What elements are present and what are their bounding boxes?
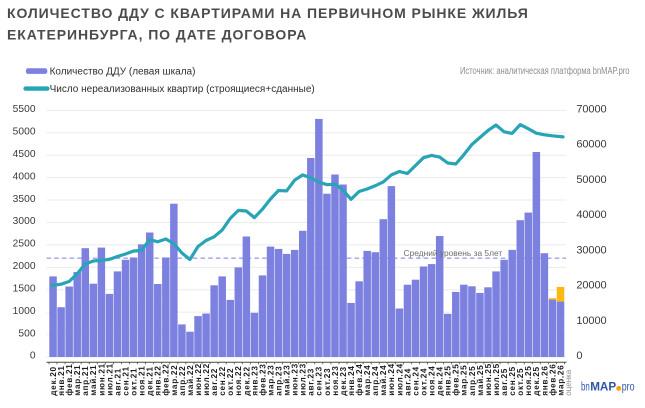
svg-text:дек.20: дек.20 — [49, 366, 58, 395]
svg-text:май.24: май.24 — [379, 365, 388, 396]
svg-text:70000: 70000 — [576, 103, 606, 115]
svg-text:1500: 1500 — [13, 283, 36, 294]
svg-text:2500: 2500 — [13, 239, 36, 250]
svg-text:40000: 40000 — [576, 209, 606, 221]
svg-text:4500: 4500 — [13, 149, 36, 160]
svg-text:MAP: MAP — [590, 380, 616, 394]
svg-text:дек.21: дек.21 — [146, 366, 155, 395]
svg-text:фев.25: фев.25 — [452, 363, 461, 395]
svg-text:июл.23: июл.23 — [299, 363, 308, 396]
svg-text:окт.24: окт.24 — [419, 368, 428, 396]
svg-text:КОЛИЧЕСТВО ДДУ С КВАРТИРАМИ НА: КОЛИЧЕСТВО ДДУ С КВАРТИРАМИ НА ПЕРВИЧНОМ… — [7, 5, 529, 21]
svg-text:май.25: май.25 — [476, 365, 485, 396]
svg-text:500: 500 — [18, 328, 36, 339]
svg-text:ноя.24: ноя.24 — [428, 365, 437, 395]
svg-text:ЕКАТЕРИНБУРГА, ПО ДАТЕ ДОГОВОР: ЕКАТЕРИНБУРГА, ПО ДАТЕ ДОГОВОРА — [7, 27, 307, 43]
svg-text:апр.22: апр.22 — [178, 366, 187, 396]
svg-text:сен.21: сен.21 — [121, 366, 130, 396]
svg-text:сен.25: сен.25 — [508, 366, 517, 396]
svg-text:июн.25: июн.25 — [484, 363, 493, 396]
svg-text:авг.22: авг.22 — [210, 368, 219, 396]
svg-text:июл.21: июл.21 — [105, 363, 114, 396]
svg-text:окт.22: окт.22 — [226, 368, 235, 396]
svg-text:5000: 5000 — [13, 127, 36, 138]
svg-text:0: 0 — [576, 350, 582, 362]
svg-text:окт.25: окт.25 — [516, 368, 525, 396]
svg-text:июн.22: июн.22 — [194, 363, 203, 396]
svg-text:янв.25: янв.25 — [444, 365, 453, 395]
svg-text:мар.26: мар.26 — [556, 365, 565, 396]
svg-text:окт.23: окт.23 — [323, 368, 332, 396]
svg-text:мар.23: мар.23 — [266, 365, 275, 396]
svg-text:2000: 2000 — [13, 261, 36, 272]
svg-text:авг.21: авг.21 — [113, 368, 122, 396]
svg-text:мар.22: мар.22 — [170, 365, 179, 396]
svg-text:мар.25: мар.25 — [460, 365, 469, 396]
svg-text:Количество ДДУ (левая шкала): Количество ДДУ (левая шкала) — [50, 66, 196, 77]
svg-text:янв.26: янв.26 — [540, 365, 549, 395]
svg-text:июн.24: июн.24 — [387, 363, 396, 396]
svg-text:янв.24: янв.24 — [347, 365, 356, 395]
svg-text:60000: 60000 — [576, 139, 606, 151]
svg-text:авг.23: авг.23 — [307, 368, 316, 396]
svg-text:фев.23: фев.23 — [258, 363, 267, 395]
svg-text:сен.22: сен.22 — [218, 366, 227, 396]
svg-text:3500: 3500 — [13, 194, 36, 205]
svg-text:фев.22: фев.22 — [162, 363, 171, 395]
svg-text:май.23: май.23 — [283, 365, 292, 396]
svg-text:сен.23: сен.23 — [315, 366, 324, 396]
svg-text:оценка: оценка — [564, 369, 573, 395]
svg-text:янв.21: янв.21 — [57, 365, 66, 395]
svg-text:3000: 3000 — [13, 216, 36, 227]
svg-text:1000: 1000 — [13, 306, 36, 317]
svg-text:фев.26: фев.26 — [548, 363, 557, 395]
svg-text:5500: 5500 — [13, 104, 36, 115]
svg-text:дек.23: дек.23 — [339, 366, 348, 395]
svg-text:Средний уровень за 5лет: Средний уровень за 5лет — [404, 248, 503, 258]
svg-text:pro: pro — [622, 380, 635, 394]
svg-text:июл.24: июл.24 — [395, 363, 404, 396]
svg-text:апр.24: апр.24 — [371, 366, 380, 396]
svg-text:50000: 50000 — [576, 174, 606, 186]
svg-text:ноя.21: ноя.21 — [138, 365, 147, 395]
svg-text:май.22: май.22 — [186, 365, 195, 396]
svg-text:июн.23: июн.23 — [291, 363, 300, 396]
svg-text:июн.21: июн.21 — [97, 363, 106, 396]
svg-text:янв.22: янв.22 — [154, 365, 163, 395]
svg-text:Число нереализованных квартир: Число нереализованных квартир (строящиес… — [50, 84, 315, 95]
svg-text:апр.21: апр.21 — [81, 366, 90, 396]
svg-text:мар.24: мар.24 — [363, 365, 372, 396]
svg-text:фев.24: фев.24 — [355, 363, 364, 395]
svg-text:янв.23: янв.23 — [250, 365, 259, 395]
svg-text:авг.24: авг.24 — [403, 368, 412, 396]
svg-text:10000: 10000 — [576, 315, 606, 327]
svg-text:4000: 4000 — [13, 171, 36, 182]
svg-text:Источник: аналитическая платфо: Источник: аналитическая платформа bnMAP.… — [460, 65, 630, 77]
svg-text:ноя.23: ноя.23 — [331, 365, 340, 395]
svg-text:ноя.22: ноя.22 — [234, 365, 243, 395]
svg-text:ноя.25: ноя.25 — [524, 365, 533, 395]
svg-text:июл.22: июл.22 — [202, 363, 211, 396]
svg-text:30000: 30000 — [576, 244, 606, 256]
svg-text:дек.25: дек.25 — [532, 366, 541, 395]
svg-text:апр.23: апр.23 — [274, 366, 283, 396]
svg-text:0: 0 — [30, 351, 36, 362]
svg-text:май.21: май.21 — [89, 365, 98, 396]
svg-text:июл.25: июл.25 — [492, 363, 501, 396]
svg-text:мар.21: мар.21 — [73, 365, 82, 396]
svg-text:20000: 20000 — [576, 280, 606, 292]
svg-text:окт.21: окт.21 — [130, 368, 139, 396]
svg-text:сен.24: сен.24 — [411, 366, 420, 396]
svg-text:авг.25: авг.25 — [500, 368, 509, 396]
svg-text:дек.24: дек.24 — [436, 366, 445, 395]
svg-text:фев.21: фев.21 — [65, 363, 74, 395]
svg-text:дек.22: дек.22 — [242, 366, 251, 395]
svg-text:апр.25: апр.25 — [468, 366, 477, 396]
svg-text:bn: bn — [581, 382, 590, 394]
